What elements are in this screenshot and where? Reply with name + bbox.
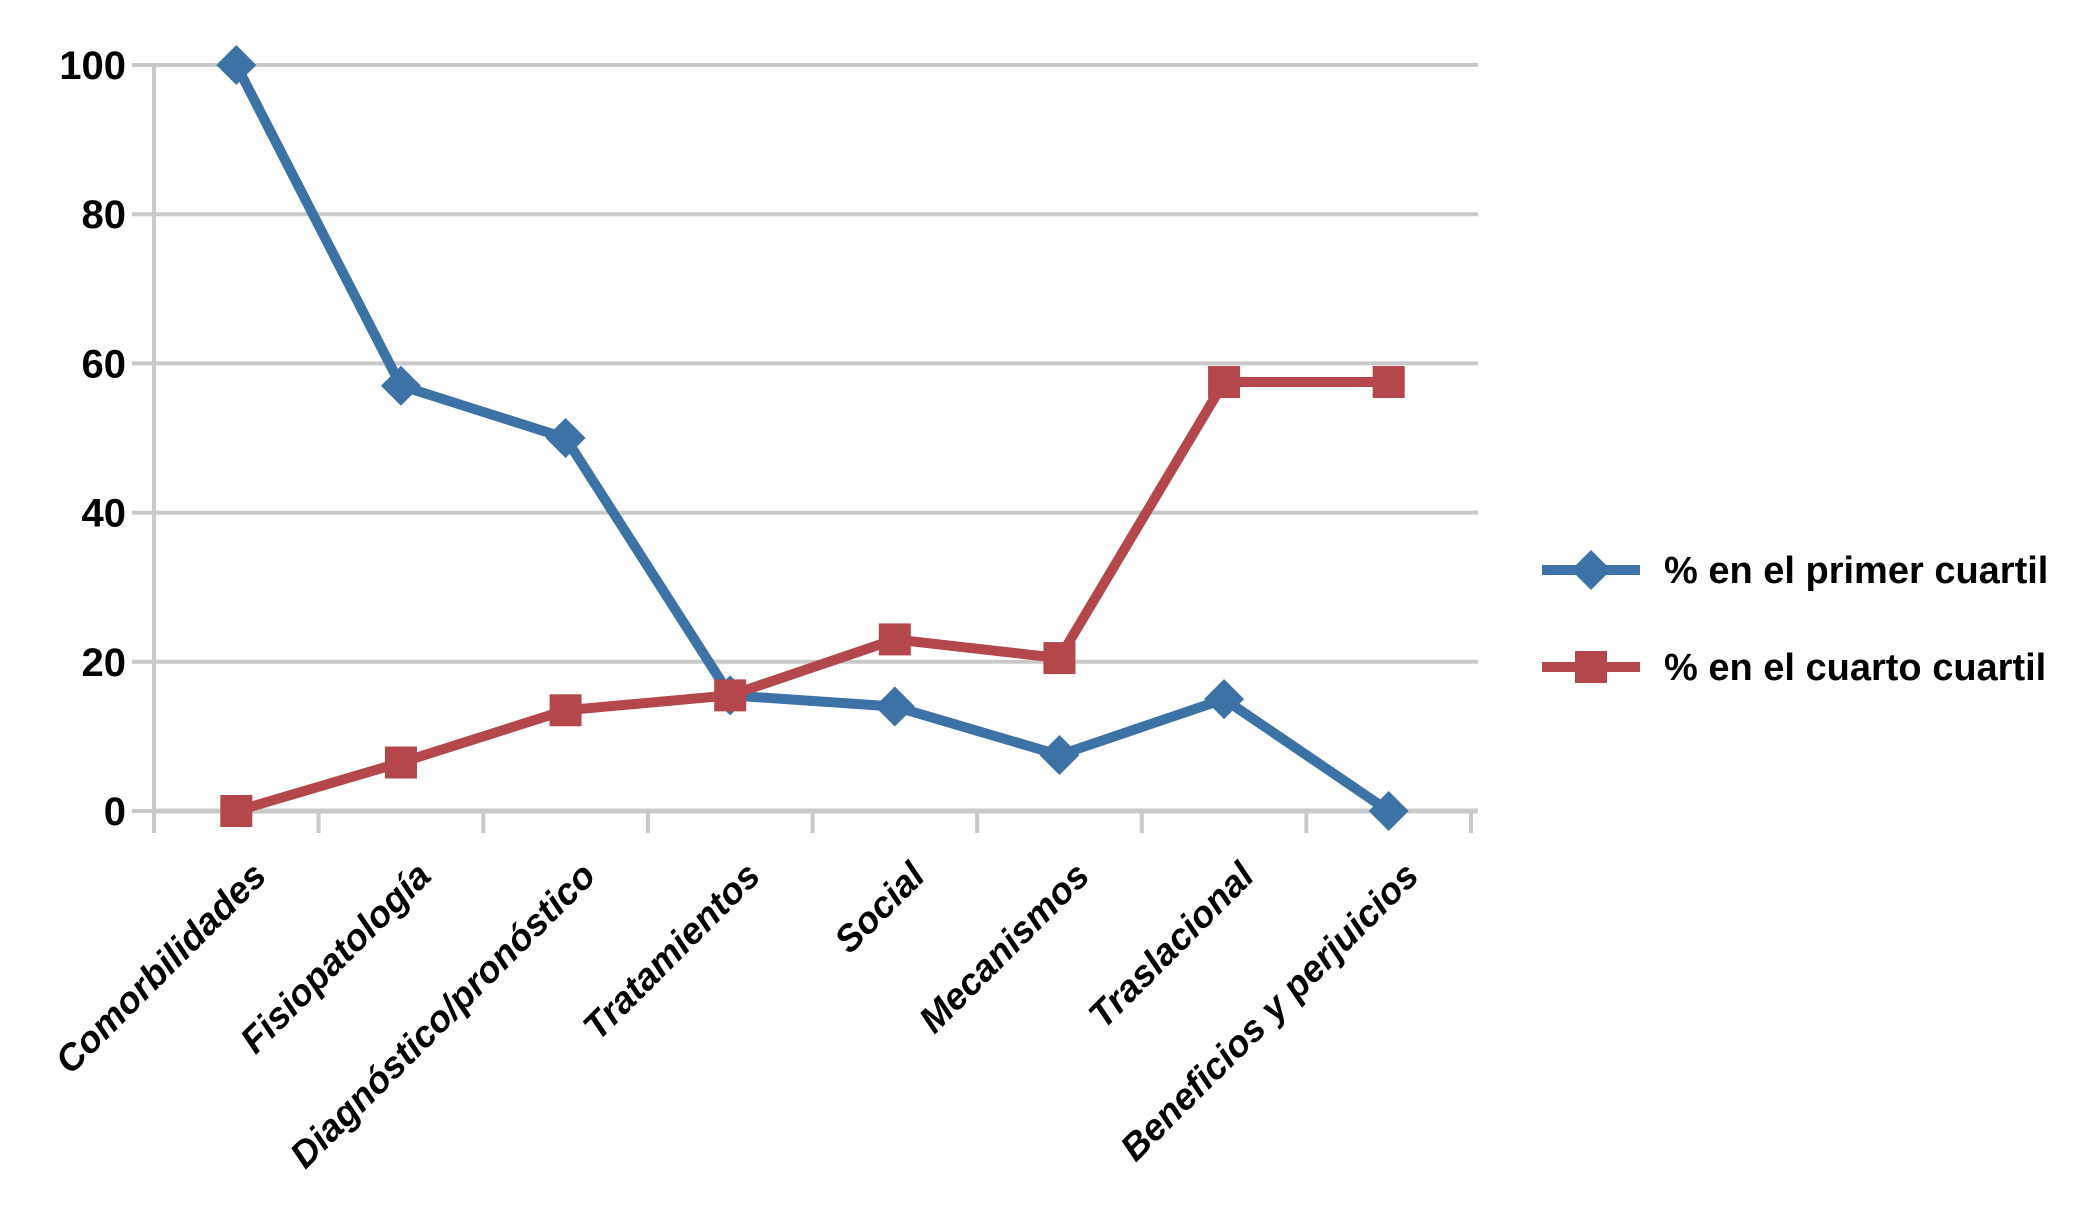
y-tick-label: 20	[82, 641, 127, 685]
data-point-square	[1043, 642, 1076, 675]
category-label: Mecanismos	[911, 855, 1097, 1041]
series-cuarto-cuartil	[220, 366, 1405, 827]
data-point-square	[549, 694, 582, 727]
y-tick-label: 0	[104, 790, 126, 834]
axes	[132, 63, 1473, 833]
y-tick-label: 60	[82, 342, 127, 386]
legend-label: % en el cuarto cuartil	[1664, 647, 2046, 689]
category-label: Traslacional	[1081, 854, 1263, 1036]
data-point-diamond	[545, 418, 586, 458]
y-axis-labels: 0 20 40 60 80 100	[59, 44, 126, 834]
category-label: Tratamientos	[575, 855, 768, 1048]
series-line	[234, 377, 1389, 816]
legend: % en el primer cuartil % en el cuarto cua…	[1542, 550, 2048, 689]
data-point-square	[878, 623, 911, 656]
category-label: Beneficios y perjuicios	[1112, 855, 1426, 1169]
data-point-diamond	[874, 686, 915, 727]
x-axis-labels: ComorbilidadesFisiopatologíaDiagnóstico/…	[47, 854, 1426, 1176]
gridlines	[154, 63, 1478, 814]
data-point-square	[1372, 366, 1405, 399]
data-point-square	[384, 746, 417, 779]
y-tick-label: 80	[82, 193, 127, 237]
series-primer-cuartil	[216, 45, 1409, 831]
category-label: Comorbilidades	[47, 855, 274, 1082]
legend-item: % en el cuarto cuartil	[1542, 647, 2046, 689]
data-point-square	[220, 795, 253, 827]
data-point-square	[1208, 366, 1241, 399]
data-point-diamond	[1204, 679, 1245, 720]
y-tick-label: 40	[82, 492, 127, 536]
data-point-diamond	[216, 45, 257, 85]
data-point-diamond	[1039, 735, 1080, 776]
data-point-diamond	[380, 365, 421, 406]
y-tick-label: 100	[59, 44, 126, 88]
legend-marker-diamond	[1571, 550, 1611, 590]
category-label: Diagnóstico/pronóstico	[282, 855, 603, 1176]
legend-item: % en el primer cuartil	[1542, 550, 2048, 592]
legend-label: % en el primer cuartil	[1664, 550, 2048, 592]
category-label: Social	[826, 854, 933, 961]
data-point-diamond	[1368, 791, 1409, 831]
series-line	[231, 62, 1392, 816]
legend-marker-square	[1575, 651, 1607, 683]
data-point-square	[714, 679, 747, 712]
